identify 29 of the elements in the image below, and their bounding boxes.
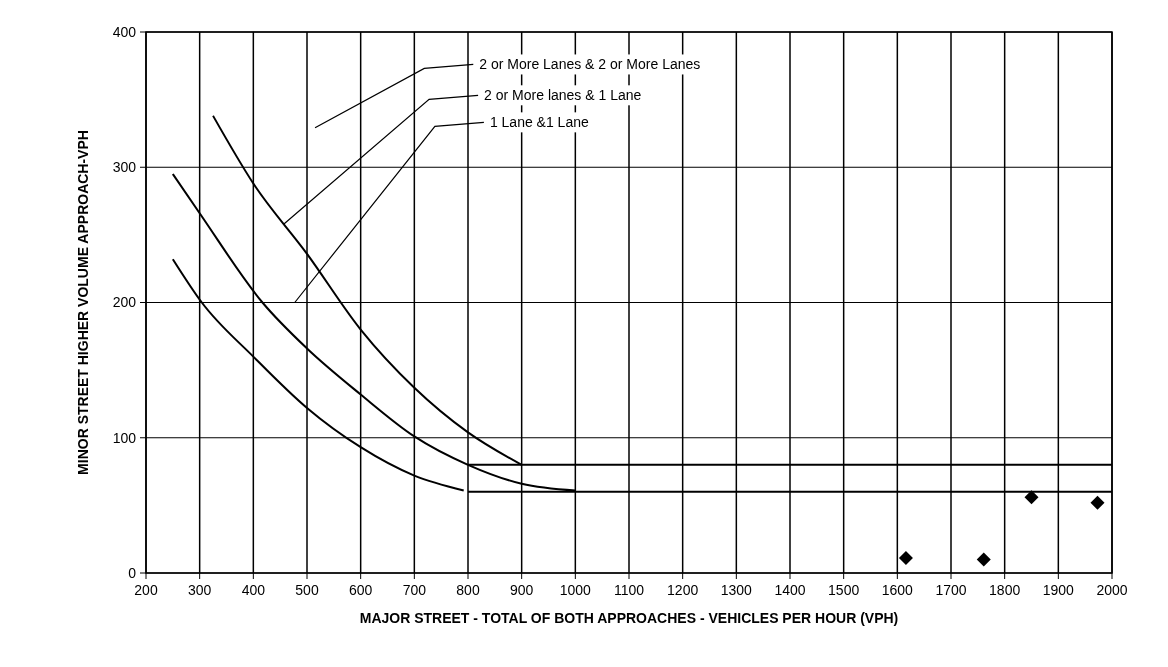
x-tick-label: 800 — [456, 582, 480, 598]
x-tick-label: 1700 — [935, 582, 967, 598]
x-tick-label: 1000 — [559, 582, 592, 598]
y-tick-label: 400 — [112, 23, 137, 40]
y-axis-title: MINOR STREET HIGHER VOLUME APPROACH-VPH — [75, 130, 91, 475]
x-axis-title: MAJOR STREET - TOTAL OF BOTH APPROACHES - VEHICLES PER HOUR (VPH) — [359, 610, 899, 626]
x-tick-label: 200 — [134, 582, 158, 598]
x-tick-label: 900 — [509, 582, 534, 598]
x-tick-label: 700 — [402, 582, 427, 598]
annotation: 1 Lane &1 Lane — [489, 114, 589, 131]
y-tick-label: 300 — [112, 159, 137, 176]
y-tick-label: 100 — [112, 429, 137, 446]
x-tick-label: 1200 — [667, 582, 699, 598]
y-tick-label: 200 — [112, 294, 137, 311]
x-tick-label: 1300 — [720, 582, 753, 598]
x-tick-label: 2000 — [1096, 582, 1128, 598]
x-tick-label: 1800 — [989, 582, 1021, 598]
y-tick-label: 0 — [128, 564, 137, 581]
x-tick-label: 1500 — [828, 582, 860, 598]
annotation: 2 or More Lanes & 2 or More Lanes — [479, 56, 701, 73]
x-tick-label: 600 — [348, 582, 373, 598]
x-tick-label: 300 — [187, 582, 212, 598]
x-tick-label: 1400 — [774, 582, 806, 598]
annotation: 2 or More lanes & 1 Lane — [484, 87, 642, 104]
x-tick-label: 1100 — [613, 582, 645, 598]
x-tick-label: 1900 — [1042, 582, 1075, 598]
x-tick-label: 400 — [241, 582, 266, 598]
x-tick-label: 1600 — [881, 582, 914, 598]
x-tick-label: 500 — [295, 582, 319, 598]
